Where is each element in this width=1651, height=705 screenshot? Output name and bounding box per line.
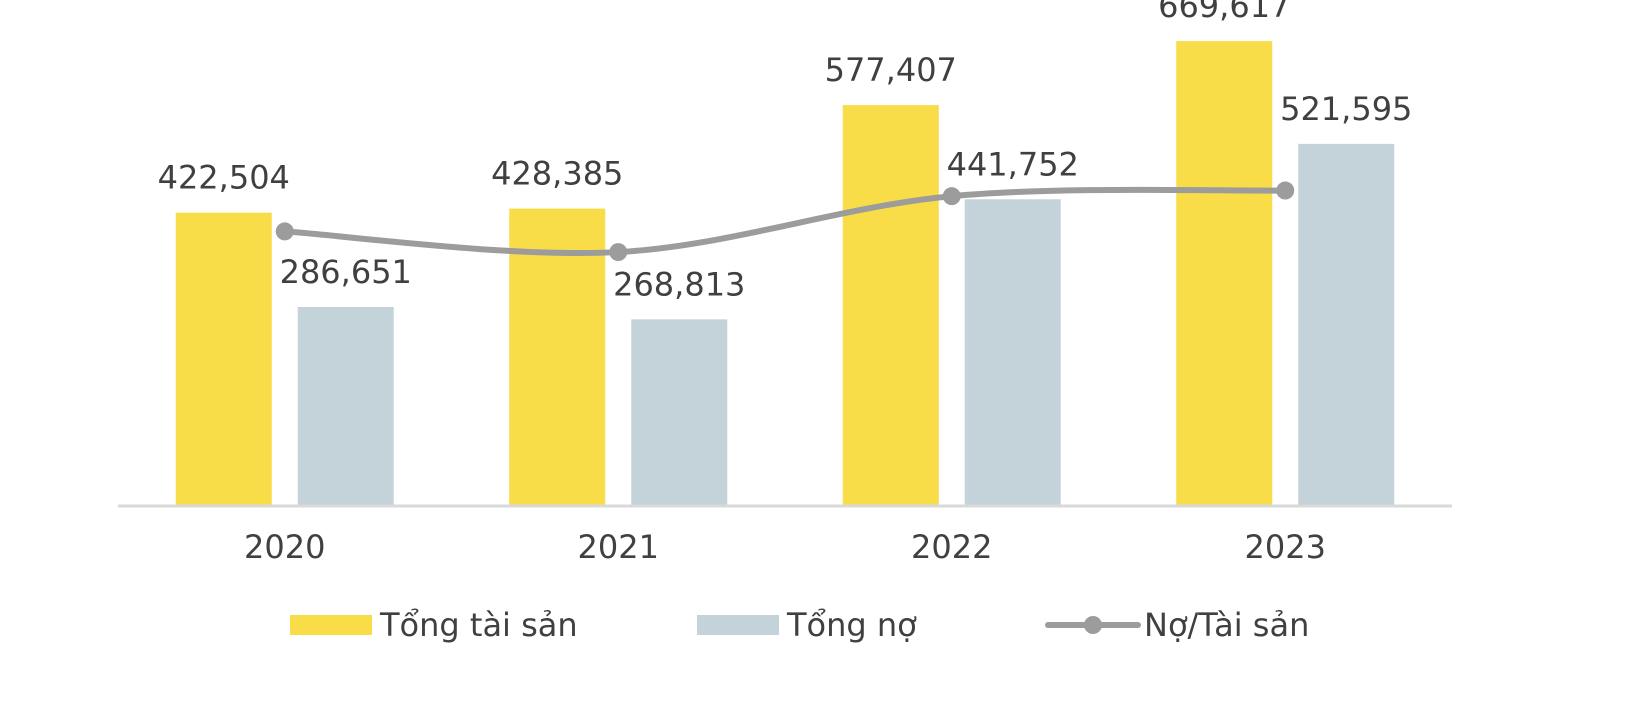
- data-label-tong-tai-san-2020: 422,504: [158, 159, 290, 197]
- bar-tong-tai-san-2023: [1176, 41, 1273, 506]
- legend-swatch-marker: [1084, 616, 1102, 634]
- legend-swatch: [290, 615, 372, 635]
- line-marker-2022: [942, 187, 961, 206]
- data-label-tong-no-2020: 286,651: [280, 253, 412, 291]
- bar-tong-no-2021: [631, 319, 728, 506]
- data-label-tong-tai-san-2022: 577,407: [825, 51, 957, 89]
- bars-layer: [175, 41, 1395, 507]
- bar-tong-tai-san-2022: [842, 105, 939, 507]
- data-label-tong-no-2021: 268,813: [613, 265, 745, 303]
- legend-label: Tổng tài sản: [379, 606, 578, 644]
- legend: Tổng tài sản Tổng nợ Nợ/Tài sản: [290, 606, 1309, 644]
- legend-item-tong-no: Tổng nợ: [697, 606, 917, 644]
- legend-item-no-tai-san: Nợ/Tài sản: [1045, 606, 1309, 644]
- line-no-tai-san: [281, 186, 1289, 257]
- line-marker-2021: [609, 243, 628, 262]
- data-label-tong-tai-san-2023: 669,617: [1158, 0, 1290, 25]
- legend-swatch: [697, 615, 779, 635]
- legend-label: Nợ/Tài sản: [1144, 606, 1309, 644]
- line-marker-2023: [1276, 181, 1295, 200]
- data-labels-layer: 422,504 428,385 577,407 669,617 286,651 268,8…: [158, 0, 1413, 303]
- bar-tong-tai-san-2021: [509, 208, 606, 506]
- data-label-tong-no-2022: 441,752: [947, 145, 1079, 183]
- bar-tong-tai-san-2020: [175, 212, 272, 507]
- legend-item-tong-tai-san: Tổng tài sản: [290, 606, 578, 644]
- bar-tong-no-2020: [297, 306, 394, 506]
- x-tick-label-2020: 2020: [244, 528, 325, 566]
- legend-label: Tổng nợ: [786, 606, 917, 644]
- bar-tong-no-2022: [964, 199, 1061, 506]
- data-label-tong-no-2023: 521,595: [1280, 90, 1412, 128]
- line-marker-2020: [275, 222, 294, 241]
- x-tick-label-2021: 2021: [578, 528, 659, 566]
- data-label-tong-tai-san-2021: 428,385: [491, 155, 623, 193]
- bar-tong-no-2023: [1298, 143, 1395, 506]
- x-tick-labels-layer: 2020 2021 2022 2023: [244, 528, 1326, 566]
- x-tick-label-2023: 2023: [1245, 528, 1326, 566]
- x-tick-label-2022: 2022: [911, 528, 992, 566]
- line-layer: [275, 181, 1295, 262]
